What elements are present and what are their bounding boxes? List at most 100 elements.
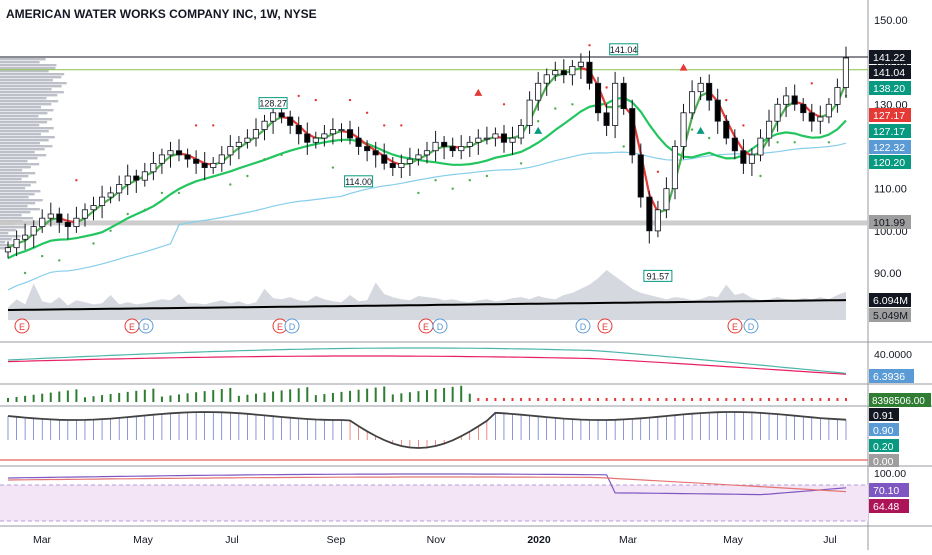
- histogram-bar: [109, 394, 112, 402]
- candle-body: [680, 112, 687, 147]
- histogram-bar: [776, 398, 779, 401]
- time-tick-label: Sep: [327, 534, 346, 546]
- histogram-bar: [32, 394, 35, 402]
- candle-body: [218, 154, 225, 164]
- candle-body: [603, 112, 610, 126]
- candle-body: [133, 175, 140, 181]
- candle-body: [39, 217, 46, 227]
- histogram-bar: [468, 393, 471, 402]
- price-tick-label: 150.00: [874, 15, 908, 27]
- macd-signal-line: [7, 355, 847, 375]
- histogram-bar: [306, 387, 309, 402]
- histogram-bar: [605, 398, 608, 401]
- trail-dot: [348, 98, 352, 102]
- histogram-bar: [691, 398, 694, 401]
- indicator-panels: [0, 347, 868, 496]
- histogram-bar: [622, 398, 625, 401]
- time-tick-label: 2020: [527, 534, 551, 546]
- candle-body: [99, 196, 106, 206]
- profile-bar: [0, 64, 57, 67]
- sell-arrow-marker: [474, 88, 483, 96]
- profile-bar: [0, 214, 22, 217]
- profile-bar: [0, 67, 56, 70]
- profile-bar: [0, 127, 54, 130]
- profile-bar: [0, 118, 53, 121]
- profile-bar: [0, 181, 37, 184]
- histogram-bar: [297, 388, 300, 402]
- earnings-event-marker[interactable]: [727, 318, 743, 334]
- dividend-event-marker[interactable]: [284, 318, 300, 334]
- trail-dot: [810, 82, 813, 85]
- candle-body: [842, 57, 849, 88]
- candle-body: [757, 137, 764, 156]
- candle-body: [740, 150, 747, 164]
- dividend-event-marker[interactable]: [138, 318, 154, 334]
- profile-bar: [0, 61, 40, 64]
- profile-bar: [0, 244, 19, 247]
- oscillator-badge: [869, 439, 899, 452]
- dividend-event-marker[interactable]: [743, 318, 759, 334]
- rsi-line: [7, 473, 847, 496]
- trail-dot: [212, 124, 215, 127]
- histogram-bar: [477, 398, 480, 401]
- trail-dot: [742, 124, 745, 127]
- profile-bar: [0, 148, 45, 151]
- candle-body: [338, 129, 345, 132]
- price-annotation-label: 91.57: [647, 271, 670, 281]
- histogram-bar: [502, 398, 505, 401]
- profile-bar: [0, 70, 49, 73]
- histogram-bar: [417, 391, 420, 402]
- price-axis: 150.00140.00130.00120.00110.00100.0090.0…: [869, 15, 931, 513]
- candle-body: [304, 133, 311, 143]
- dividend-event-marker[interactable]: [432, 318, 448, 334]
- profile-bar: [0, 94, 58, 97]
- candle-body: [381, 154, 388, 164]
- candle-body: [475, 137, 482, 143]
- histogram-bar: [186, 393, 189, 402]
- candle-body: [612, 82, 619, 126]
- trail-dot: [92, 242, 95, 245]
- candle-body: [526, 99, 533, 126]
- earnings-event-marker[interactable]: [597, 318, 613, 334]
- trail-dot: [263, 158, 266, 161]
- histogram-bar: [562, 398, 565, 401]
- trail-dot: [160, 191, 164, 195]
- trail-dot: [417, 191, 420, 195]
- trail-dot: [58, 259, 61, 262]
- price-annotation-label: 141.04: [610, 45, 638, 55]
- candle-body: [629, 108, 636, 156]
- profile-bar: [0, 208, 40, 211]
- candle-body: [261, 120, 268, 130]
- histogram-bar: [511, 398, 514, 401]
- ema-segment: [366, 144, 377, 152]
- histogram-bar: [400, 393, 403, 402]
- trail-dot: [109, 229, 112, 232]
- trail-dot: [246, 174, 249, 178]
- oscillator-badge: [869, 454, 899, 467]
- price-badge: [869, 50, 911, 64]
- trail-dot: [451, 187, 454, 190]
- candle-body: [415, 154, 422, 160]
- profile-bar: [0, 205, 28, 208]
- histogram-bar: [195, 392, 198, 402]
- histogram-bar: [725, 398, 728, 401]
- dividend-event-marker[interactable]: [575, 318, 591, 334]
- oscillator-badge-label: 0.00: [873, 456, 894, 468]
- histogram-bar: [426, 390, 428, 402]
- oscillator-badge-label: 0.20: [873, 441, 894, 453]
- profile-poc-band: [0, 220, 868, 226]
- ema-segment: [238, 141, 249, 149]
- rsi-band: [0, 485, 868, 521]
- candle-body: [637, 154, 644, 198]
- earnings-event-marker[interactable]: [14, 318, 30, 334]
- profile-bar: [0, 199, 43, 202]
- trail-dot: [759, 174, 762, 178]
- profile-bar: [0, 241, 6, 244]
- candle-body: [620, 82, 627, 110]
- rsi-tick-label: 100.00: [874, 468, 906, 480]
- candle-body: [689, 91, 696, 114]
- histogram-bar: [443, 387, 446, 402]
- candle-body: [295, 125, 302, 135]
